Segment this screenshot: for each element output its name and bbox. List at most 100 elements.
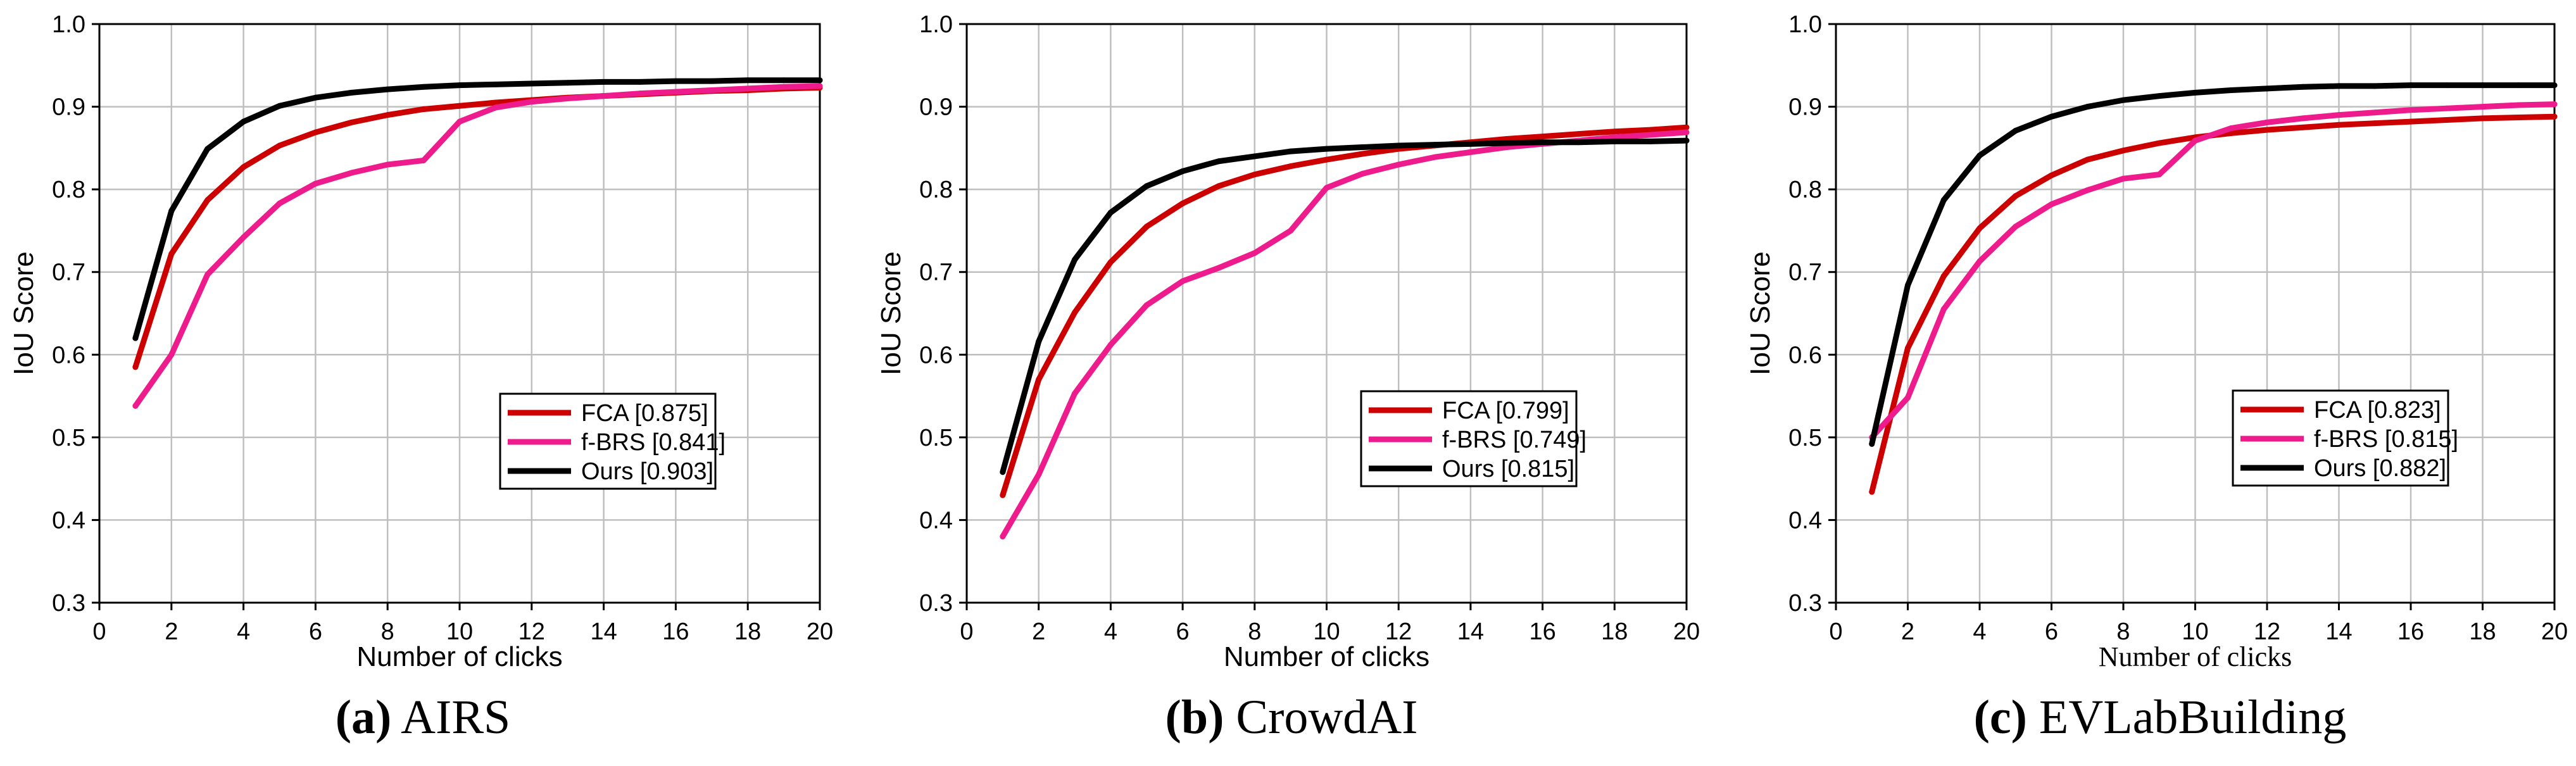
chart-a-series-f-brs-point xyxy=(312,180,318,187)
chart-c-series-ours-point xyxy=(2120,97,2127,103)
chart-b-legend-label-ours: Ours [0.815] xyxy=(1442,456,1574,482)
chart-a-series-fca-line xyxy=(132,85,823,370)
chart-c-series-ours-point xyxy=(2300,84,2306,90)
chart-b-series-f-brs-line xyxy=(1000,129,1690,540)
chart-a-y-tick-label: 1.0 xyxy=(52,11,85,38)
chart-a-series-f-brs-point xyxy=(601,93,607,99)
chart-b-series-f-brs-point xyxy=(1359,170,1366,177)
chart-a-series-fca-point xyxy=(493,99,499,106)
chart-c-series-ours-point xyxy=(2480,82,2485,89)
chart-c-series-f-brs-point xyxy=(1905,394,1911,401)
chart-a-series-ours-point xyxy=(204,146,211,152)
chart-b-y-tick-label: 0.6 xyxy=(919,342,953,368)
chart-c-series-f-brs-point xyxy=(2300,115,2306,122)
chart-a-series-ours-point xyxy=(601,78,607,85)
chart-b-series-f-brs-point xyxy=(1143,302,1150,308)
chart-a-series-f-brs-point xyxy=(529,99,535,105)
chart-a-series-f-brs-point xyxy=(348,170,355,176)
chart-a-series-fca-point xyxy=(132,364,139,370)
chart-b-series-fca-point xyxy=(1072,310,1078,316)
chart-b-series-fca-point xyxy=(1575,131,1581,137)
chart-a-series-ours-point xyxy=(420,84,427,90)
chart-b-series-f-brs-point xyxy=(1179,278,1186,284)
chart-a-series-ours-point xyxy=(241,118,247,125)
chart-c-legend: FCA [0.823]f-BRS [0.815]Ours [0.882] xyxy=(2232,389,2458,487)
chart-a-series-ours-point xyxy=(493,81,499,87)
chart-a-series-f-brs-point xyxy=(817,83,823,89)
chart-c-series-fca-point xyxy=(1976,225,1983,232)
chart-b-x-tick-label: 6 xyxy=(1176,618,1190,645)
chart-a-series-ours-point xyxy=(384,86,391,92)
chart-a-series-ours-point xyxy=(817,77,823,84)
chart-c-series-fca-point xyxy=(2120,148,2127,154)
chart-a-series-f-brs-point xyxy=(132,403,139,409)
chart-c-series-f-brs-point xyxy=(2049,201,2054,208)
chart-b-series-ours-point xyxy=(1216,158,1222,165)
chart-b-series-f-brs-point xyxy=(1216,265,1222,271)
chart-c-series-fca-point xyxy=(2336,122,2342,128)
chart-b-x-tick-label: 12 xyxy=(1385,618,1412,645)
chart-c-series-ours-point xyxy=(2156,93,2163,99)
chart-b-series-ours-point xyxy=(1431,142,1438,148)
chart-a-series-f-brs-point xyxy=(493,104,499,111)
chart-c-series-fca-point xyxy=(2049,172,2054,179)
chart-c-y-tick-label: 0.4 xyxy=(1788,507,1822,534)
chart-a-y-tick-label: 0.4 xyxy=(52,507,85,534)
chart-c-series-f-brs-point xyxy=(2372,110,2378,116)
chart-b-series-fca-point xyxy=(1683,124,1690,130)
chart-a-x-tick-label: 10 xyxy=(446,618,473,645)
chart-a-x-tick-label: 8 xyxy=(381,618,394,645)
chart-c-series-f-brs-point xyxy=(2156,172,2163,178)
chart-a-series-f-brs-point xyxy=(637,91,643,97)
chart-c-series-f-brs-point xyxy=(1976,258,1983,265)
chart-b-series-fca-point xyxy=(1036,376,1042,382)
chart-b-series-f-brs-point xyxy=(1647,132,1654,138)
chart-c-series-fca-point xyxy=(2444,116,2450,123)
chart-c-x-tick-label: 4 xyxy=(1973,618,1986,645)
chart-a-series-f-brs-point xyxy=(277,200,282,206)
chart-c-series-ours-point xyxy=(2408,82,2414,89)
chart-b-series-fca-point xyxy=(1324,156,1329,163)
chart-a-series-ours-point xyxy=(312,94,318,101)
chart-a-series-f-brs-point xyxy=(708,87,715,93)
chart-b-series-fca-point xyxy=(1000,492,1006,498)
chart-c-series-f-brs-point xyxy=(2551,101,2558,108)
chart-a-series-ours-point xyxy=(168,208,175,214)
caption-a: (a) AIRS xyxy=(138,690,708,745)
chart-a-series-fca-point xyxy=(348,119,355,125)
chart-c-series-ours-line xyxy=(1869,82,2558,447)
chart-a-series-ours-point xyxy=(708,78,715,84)
chart-c-series-ours-point xyxy=(2264,85,2270,92)
chart-a-series-f-brs-point xyxy=(168,351,175,358)
chart-c-y-axis-label: IoU Score xyxy=(1745,251,1776,375)
caption-c: (c) EVLabBuilding xyxy=(1875,690,2445,745)
chart-a-series-f-brs-point xyxy=(204,272,211,278)
caption-b-label: (b) xyxy=(1165,691,1224,744)
chart-b-series-ours-point xyxy=(1072,256,1078,263)
chart-b-series-f-brs-point xyxy=(1072,391,1078,397)
chart-b-series-f-brs-point xyxy=(1683,129,1690,135)
chart-a-legend: FCA [0.875]f-BRS [0.841]Ours [0.903] xyxy=(499,392,726,490)
chart-b-series-ours-point xyxy=(1575,139,1581,146)
chart-a-legend-label-ours: Ours [0.903] xyxy=(581,458,713,485)
chart-c-series-f-brs-point xyxy=(2013,223,2019,230)
chart-c-series-fca-point xyxy=(2372,120,2378,127)
chart-c-x-tick-label: 12 xyxy=(2254,618,2280,645)
chart-b-x-tick-label: 10 xyxy=(1313,618,1340,645)
chart-c: 0 2 4 6 8 10 12 14 16 18 20 0.3 0.4 0.5 0.6 0.7 0.8 0.9 1.… xyxy=(1745,11,2568,672)
chart-c-series-ours-point xyxy=(1905,282,1911,289)
chart-a-series-ours-line xyxy=(132,77,823,341)
chart-b-series-ours-point xyxy=(1395,142,1402,149)
chart-a-series-fca-point xyxy=(241,164,247,170)
chart-a-series-f-brs-point xyxy=(456,118,463,125)
chart-c-x-tick-label: 10 xyxy=(2182,618,2208,645)
chart-a-series-ours-point xyxy=(132,335,139,341)
chart-b-x-tick-label: 16 xyxy=(1529,618,1555,645)
chart-c-x-tick-label: 8 xyxy=(2116,618,2130,645)
chart-a-y-tick-label: 0.7 xyxy=(52,260,85,286)
chart-c-y-tick-label: 0.3 xyxy=(1788,590,1822,617)
chart-c-series-f-brs-point xyxy=(2192,137,2198,144)
chart-b-series-f-brs-point xyxy=(1395,161,1402,168)
chart-b-series-ours-point xyxy=(1288,148,1294,154)
chart-c-series-fca-point xyxy=(2228,130,2234,136)
